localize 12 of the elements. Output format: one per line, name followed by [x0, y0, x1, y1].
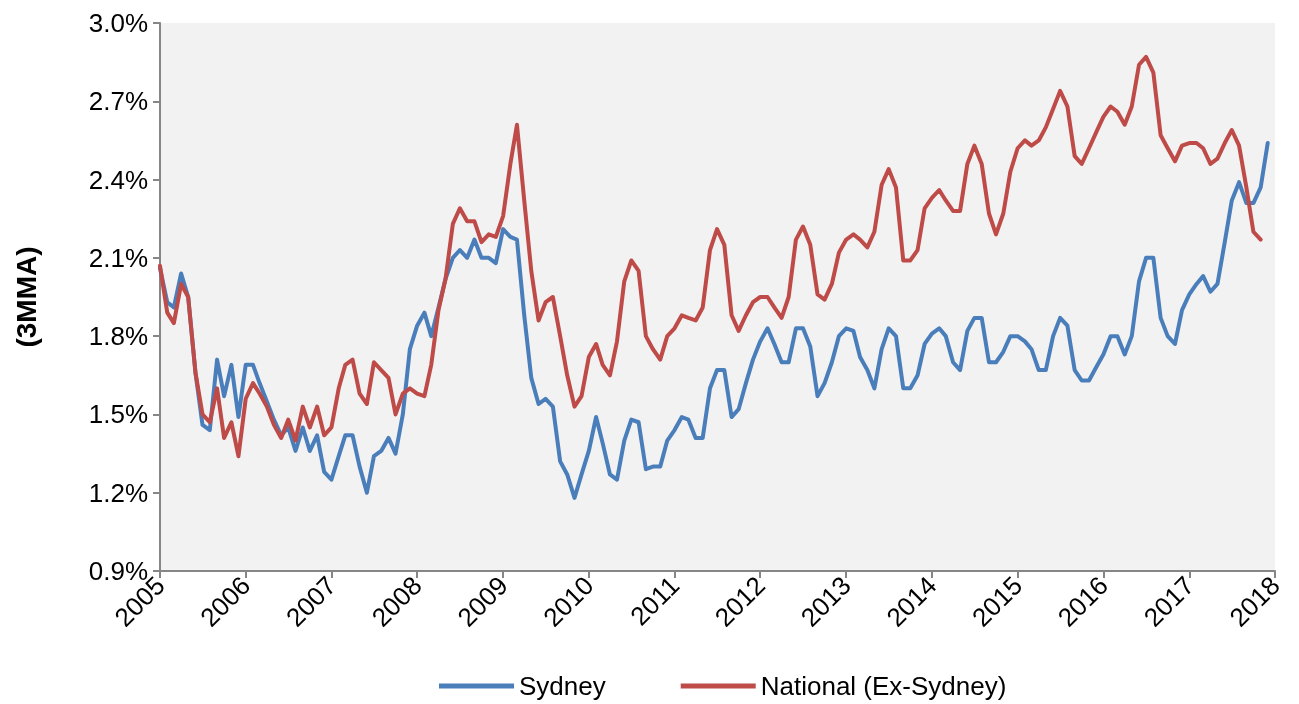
- y-tick-label: 1.8%: [88, 321, 148, 352]
- y-tick-label: 1.2%: [88, 477, 148, 508]
- y-tick-label: 3.0%: [88, 8, 148, 38]
- line-series: [158, 54, 1263, 459]
- y-axis-title: (3MMA): [10, 246, 42, 348]
- legend-label: Sydney: [519, 671, 606, 701]
- y-tick-label: 1.5%: [88, 399, 148, 430]
- legend-label: National (Ex-Sydney): [760, 671, 1007, 701]
- line-series: [158, 141, 1270, 500]
- y-tick-label: 2.1%: [88, 242, 148, 273]
- y-tick-label: 2.4%: [88, 164, 148, 195]
- y-tick-label: 2.7%: [88, 86, 148, 117]
